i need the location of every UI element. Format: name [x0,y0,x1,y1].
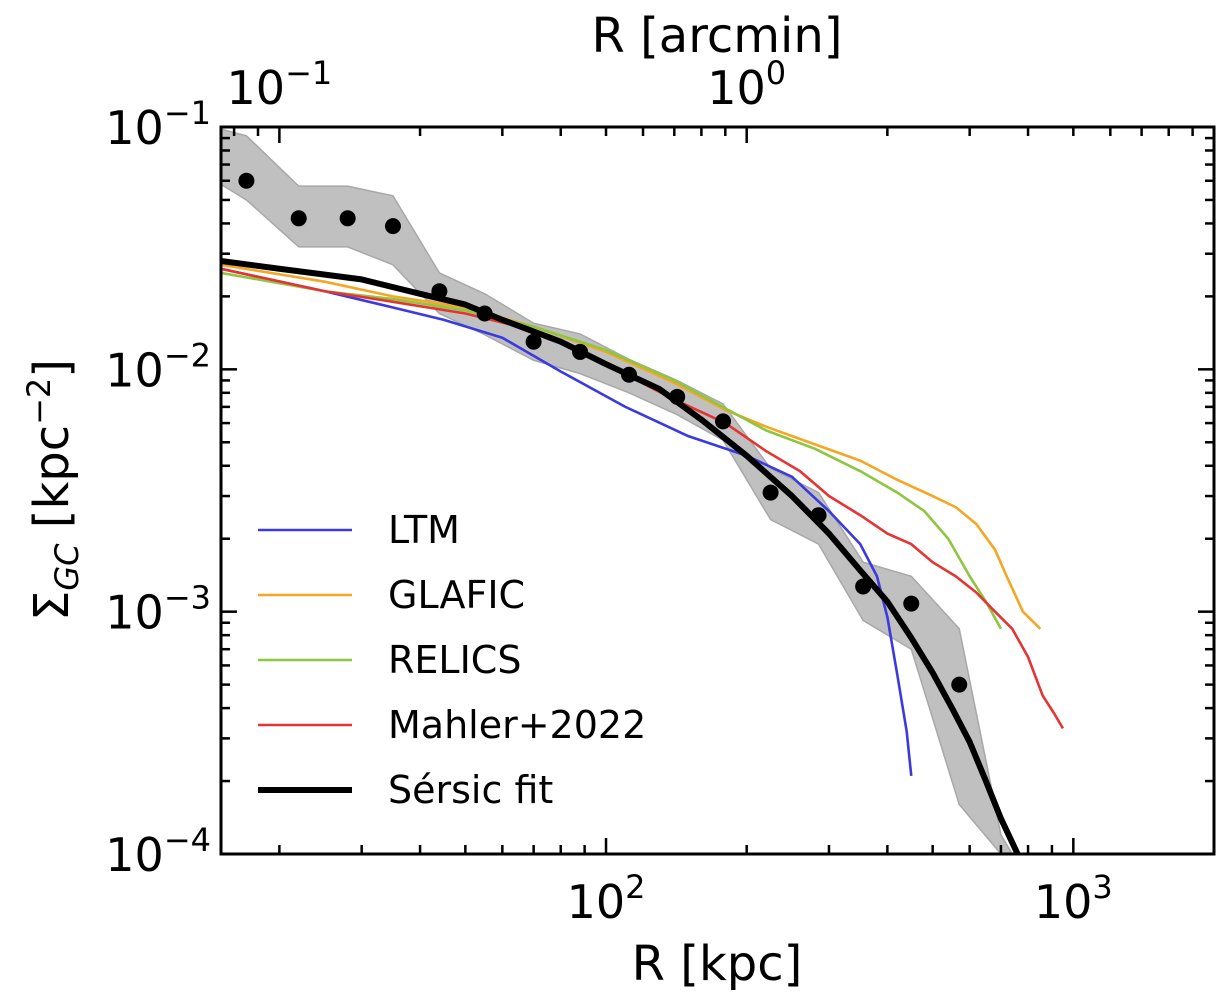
data-point [384,218,401,235]
error-band-layer [221,128,1014,854]
y-tick-label: 10−4 [105,821,211,882]
x-tick-label: 102 [567,868,646,929]
data-point [951,676,968,693]
legend-label-3: Mahler+2022 [388,703,646,747]
legend-label-1: GLAFIC [388,573,525,617]
data-point [290,210,307,227]
series-line-2 [221,271,1003,630]
x2-tick-label: 100 [707,54,786,115]
x2-tick-label: 10−1 [227,54,333,115]
tick-labels-layer: 102 103 10−1 10−2 10−3 10−4 10−1 100 [105,54,1112,929]
legend-label-2: RELICS [388,638,521,682]
series-line-4 [221,257,1021,854]
data-point [572,343,589,360]
data-point [431,283,448,300]
data-point [476,305,493,322]
data-point [339,210,356,227]
y-label-unit: [kpc [24,425,80,544]
data-point [621,366,638,383]
x2-axis-label: R [arcmin] [591,8,842,64]
data-point [810,507,827,524]
y-axis-label: ΣGC [kpc−2] [20,359,86,621]
data-point [855,578,872,595]
data-point [715,413,732,430]
y-tick-label: 10−1 [105,94,211,155]
plot-frame [219,125,1216,856]
series-layer [221,257,1065,854]
y-label-unit-exponent: −2 [20,378,58,425]
data-point [238,172,255,189]
y-label-close: ] [24,359,80,378]
y-label-subscript: GC [48,543,86,591]
x-tick-label: 103 [1034,868,1113,929]
y-tick-label: 10−2 [105,336,211,397]
legend-label-4: Sérsic fit [388,768,553,812]
data-point [669,388,686,405]
data-point [903,595,920,612]
plot-content [221,128,1065,854]
ticks-layer [221,127,1216,856]
data-point [525,333,542,350]
data-point [762,484,779,501]
legend: LTM GLAFIC RELICS Mahler+2022 Sérsic fit [258,508,646,812]
error-band [221,128,1014,854]
y-label-symbol: Σ [24,591,80,621]
data-points-layer [238,172,968,693]
series-line-1 [221,263,1042,630]
y-tick-label: 10−3 [105,579,211,640]
x-axis-label: R [kpc] [632,936,803,992]
legend-label-0: LTM [388,508,460,552]
